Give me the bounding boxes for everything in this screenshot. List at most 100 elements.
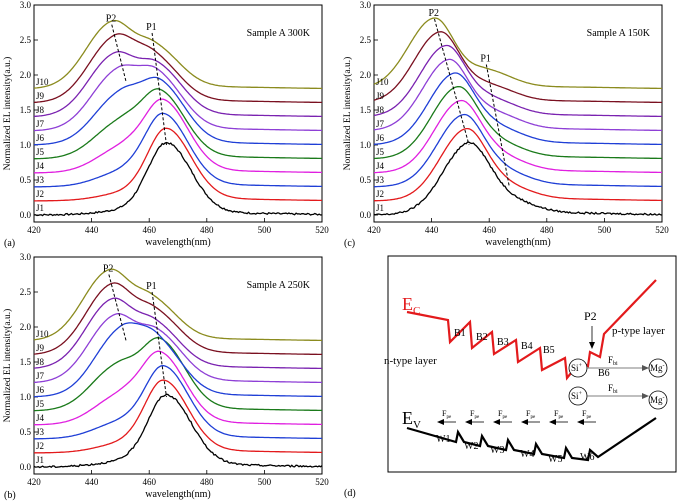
x-tick-label: 480 (540, 225, 554, 235)
series-label: J10 (36, 329, 49, 339)
mg-ion-1 (648, 358, 668, 378)
panel-label: (c) (344, 238, 355, 249)
x-axis-label: wavelength(nm) (485, 237, 551, 248)
barrier-label-b6: B6 (598, 368, 610, 379)
y-tick-label: 3.0 (20, 252, 32, 262)
fpe-arrow-6: Fpe (577, 409, 596, 425)
x-tick-label: 480 (200, 477, 214, 487)
y-tick-label: 3.0 (20, 0, 32, 10)
series-line (33, 379, 322, 454)
series-label: J10 (36, 77, 49, 87)
series-label: J4 (376, 161, 385, 171)
series-label: J3 (36, 427, 45, 437)
series-line (374, 113, 662, 188)
fpe-arrow-4: Fpe (521, 409, 540, 425)
chart-annotation: Sample A 150K (587, 28, 651, 39)
fbi-arrow-1-head (642, 365, 649, 371)
y-tick-label: 1.0 (20, 392, 32, 402)
peak-guide-line (151, 291, 167, 398)
x-tick-label: 500 (258, 477, 272, 487)
series-label: J7 (36, 371, 45, 381)
svg-text:Fpe: Fpe (582, 409, 592, 420)
chart-annotation: Sample A 300K (247, 28, 311, 39)
panel-label: (a) (4, 238, 15, 249)
svg-text:Fpe: Fpe (442, 409, 452, 420)
x-tick-label: 520 (315, 225, 329, 235)
x-tick-label: 420 (27, 225, 41, 235)
series-line (33, 76, 322, 146)
well-label-w3: W3 (490, 445, 504, 456)
mg-ion-2 (648, 390, 668, 410)
ev-label: EV (402, 408, 421, 431)
series-label: J9 (36, 91, 45, 101)
series-label: J8 (36, 105, 45, 115)
series-line (374, 99, 662, 174)
series-label: J3 (376, 175, 385, 185)
p-type-layer-label: p-type layer (612, 325, 665, 337)
chart-panel-c: 420 440 460 480 500 520 0.0 0.5 1.0 1.5 2.0 2.5 3.0 w… (342, 0, 669, 249)
series-line (373, 44, 662, 118)
series-label: J1 (36, 203, 44, 213)
x-tick-label: 520 (315, 477, 329, 487)
peak-guide-line (485, 64, 510, 188)
peak-guide-line (151, 32, 167, 146)
series-line (34, 98, 322, 174)
peak-guide-line (433, 18, 470, 146)
x-tick-label: 440 (85, 225, 99, 235)
series-line (33, 297, 322, 370)
series-label: J2 (36, 441, 44, 451)
y-tick-label: 0.5 (360, 175, 372, 185)
series-line (33, 393, 323, 469)
series-label: J6 (376, 133, 385, 143)
y-tick-label: 0.0 (20, 462, 32, 472)
series-label: J8 (36, 357, 45, 367)
well-label-w2: W2 (464, 441, 478, 452)
valence-band-line (406, 417, 657, 462)
fbi-arrow-2-head (642, 393, 649, 399)
series-line (33, 19, 322, 90)
series-label: J6 (36, 133, 45, 143)
series-line (34, 322, 322, 398)
y-tick-label: 3.0 (360, 0, 372, 10)
series-label: J5 (36, 399, 45, 409)
peak-label: P1 (146, 281, 157, 292)
y-tick-label: 2.5 (20, 287, 32, 297)
y-tick-label: 2.5 (360, 35, 372, 45)
series-line (373, 17, 662, 90)
series-line (34, 337, 322, 412)
p2-arrow-head (589, 342, 595, 349)
series-line (33, 282, 322, 356)
series-line (33, 64, 322, 132)
fbi-label-1: Fbi (608, 355, 618, 367)
mg-ion-1-label: Mg- (650, 363, 665, 373)
series-line (373, 72, 662, 146)
series-line (33, 313, 322, 384)
peak-label: P2 (106, 14, 117, 25)
fpe-arrow-1: Fpe (437, 409, 456, 425)
x-tick-label: 500 (598, 225, 612, 235)
series-line (373, 127, 662, 202)
series-line (373, 85, 662, 160)
series-line (33, 51, 322, 118)
series-label: J4 (36, 413, 45, 423)
x-tick-label: 460 (142, 477, 156, 487)
fpe-arrow-5: Fpe (549, 409, 568, 425)
x-tick-label: 480 (200, 225, 214, 235)
y-axis-label: Normalized EL intensity(a.u.) (2, 57, 13, 171)
series-label: J8 (376, 105, 385, 115)
conduction-band-line (406, 279, 657, 381)
peak-label: P1 (146, 22, 157, 33)
x-tick-label: 440 (425, 225, 439, 235)
y-tick-label: 1.0 (20, 140, 32, 150)
series-line (33, 33, 322, 104)
mg-ion-2-label: Mg- (650, 395, 665, 405)
x-tick-label: 460 (482, 225, 496, 235)
series-label: J4 (36, 161, 45, 171)
y-axis-label: Normalized EL intensity(a.u.) (342, 57, 353, 171)
series-label: J7 (36, 119, 45, 129)
x-tick-label: 520 (655, 225, 669, 235)
si-ion-1-label: Si+ (571, 363, 583, 373)
svg-text:Fpe: Fpe (470, 409, 480, 420)
peak-label: P1 (480, 54, 491, 65)
